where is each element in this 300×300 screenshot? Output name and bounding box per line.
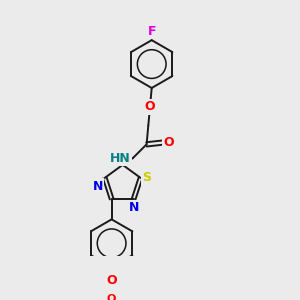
Text: O: O	[106, 274, 117, 287]
Text: HN: HN	[110, 152, 130, 164]
Text: O: O	[107, 294, 116, 300]
Text: F: F	[148, 26, 156, 38]
Text: O: O	[164, 136, 174, 149]
Text: S: S	[142, 171, 151, 184]
Text: N: N	[128, 201, 139, 214]
Text: N: N	[93, 180, 103, 193]
Text: O: O	[145, 100, 155, 113]
